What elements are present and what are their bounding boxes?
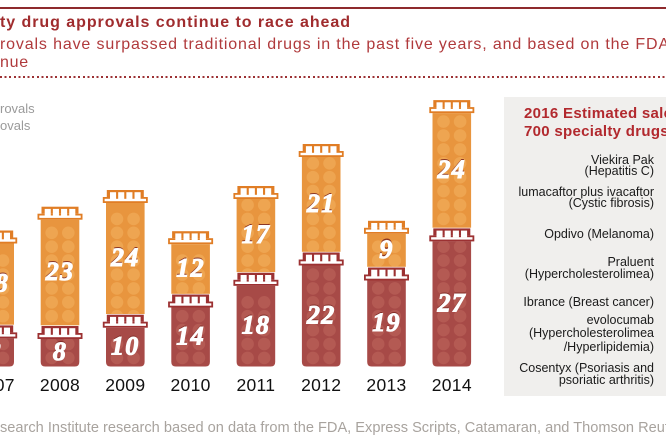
svg-text:18: 18: [242, 309, 271, 338]
svg-text:24: 24: [110, 241, 140, 270]
svg-text:10: 10: [111, 332, 140, 361]
svg-text:19: 19: [372, 308, 401, 337]
svg-text:2009: 2009: [105, 375, 145, 395]
svg-text:2012: 2012: [301, 375, 341, 395]
svg-text:14: 14: [176, 320, 205, 349]
svg-text:14: 14: [176, 322, 205, 351]
svg-text:2013: 2013: [366, 375, 406, 395]
svg-text:18: 18: [0, 267, 9, 296]
svg-text:17: 17: [242, 220, 271, 249]
svg-text:19: 19: [372, 306, 401, 335]
svg-text:24: 24: [436, 153, 466, 182]
svg-text:22: 22: [306, 299, 336, 328]
svg-text:22: 22: [306, 301, 336, 330]
svg-text:23: 23: [45, 257, 75, 286]
svg-text:2014: 2014: [432, 375, 472, 395]
svg-text:10: 10: [111, 330, 140, 359]
svg-text:9: 9: [379, 233, 393, 262]
svg-text:2007: 2007: [0, 375, 15, 395]
svg-text:2008: 2008: [40, 375, 80, 395]
svg-text:2011: 2011: [236, 375, 275, 395]
svg-text:18: 18: [0, 269, 9, 298]
svg-text:8: 8: [0, 337, 2, 366]
svg-text:8: 8: [0, 335, 2, 364]
svg-text:23: 23: [45, 255, 75, 284]
svg-text:18: 18: [242, 311, 271, 340]
svg-text:8: 8: [53, 336, 67, 365]
svg-text:8: 8: [53, 337, 67, 366]
svg-text:9: 9: [379, 235, 393, 264]
svg-text:12: 12: [176, 252, 205, 281]
svg-text:27: 27: [436, 288, 466, 317]
svg-text:24: 24: [110, 243, 140, 272]
svg-text:21: 21: [306, 189, 336, 218]
svg-text:21: 21: [306, 187, 336, 216]
svg-text:2010: 2010: [171, 375, 211, 395]
svg-text:24: 24: [436, 155, 466, 184]
svg-text:12: 12: [176, 254, 205, 283]
svg-text:17: 17: [242, 219, 271, 248]
svg-text:27: 27: [436, 287, 466, 316]
